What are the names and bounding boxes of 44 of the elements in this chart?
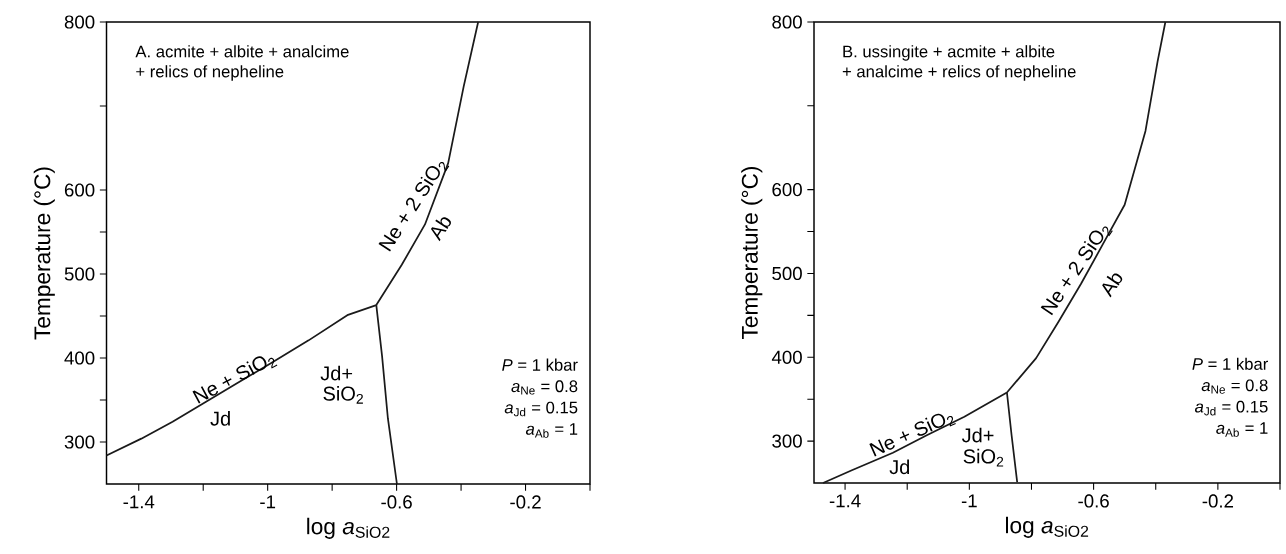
y-tick-label: 800	[64, 15, 95, 29]
annotation: Ab	[1102, 273, 1123, 298]
y-tick-label: 500	[772, 266, 802, 281]
annotation: P = 1 kbar	[502, 358, 578, 371]
annotation: Ne + SiO$_{2}$	[192, 356, 278, 404]
annotation: Ab	[430, 217, 452, 242]
y-tick-label: 400	[771, 350, 802, 364]
y-tick-label: 600	[772, 183, 802, 197]
y-tick-label: 500	[64, 267, 95, 281]
y-axis-title: Temperature (°C)	[33, 167, 55, 340]
annotation: Jd	[889, 459, 910, 475]
y-tick-label: 600	[64, 183, 95, 197]
y-tick-label: 300	[64, 435, 95, 449]
x-tick-label: -1.4	[123, 495, 155, 509]
annotation: Ne + SiO$_{2}$	[869, 413, 956, 457]
x-tick-label: -0.6	[381, 495, 412, 509]
x-tick-label: -1	[260, 495, 276, 509]
annotation: SiO$_{2}$	[323, 386, 363, 404]
x-tick-label: -0.2	[510, 495, 541, 509]
text: B. ussingite + acmite + albite	[843, 45, 1055, 61]
x-axis-title: log a$_{SiO2}$	[307, 517, 390, 539]
x-tick-label: -1	[961, 494, 977, 508]
annotation: a$_{Ne}$ = 0.8	[1201, 379, 1268, 394]
annotation: a$_{Ne}$ = 0.8	[511, 380, 578, 395]
annotation: Jd+	[320, 365, 353, 381]
y-tick-label: 800	[772, 15, 802, 29]
text: + analcime + relics of nepheline	[842, 65, 1076, 81]
annotation: P = 1 kbar	[1192, 357, 1269, 370]
annotation: SiO$_{2}$	[963, 448, 1004, 467]
x-tick-label: -0.2	[1202, 494, 1234, 508]
x-axis-title: log a$_{SiO2}$	[1005, 516, 1089, 538]
y-axis-title: Temperature (°C)	[741, 166, 763, 340]
x-tick-label: -1.4	[829, 494, 861, 508]
annotation: Jd	[210, 411, 230, 426]
x-tick-label: -0.6	[1078, 494, 1109, 508]
annotation: a$_{Ab}$ = 1	[525, 423, 578, 438]
y-tick-label: 300	[772, 434, 802, 448]
y-tick-label: 400	[64, 351, 95, 365]
annotation: Jd+	[961, 427, 994, 443]
annotation: a$_{Ab}$ = 1	[1216, 422, 1268, 437]
annotation: a$_{Jd}$ = 0.15	[504, 401, 578, 417]
text: + relics of nepheline	[136, 65, 284, 81]
text: A. acmite + albite + analcime	[135, 45, 349, 58]
annotation: a$_{Jd}$ = 0.15	[1194, 400, 1268, 416]
